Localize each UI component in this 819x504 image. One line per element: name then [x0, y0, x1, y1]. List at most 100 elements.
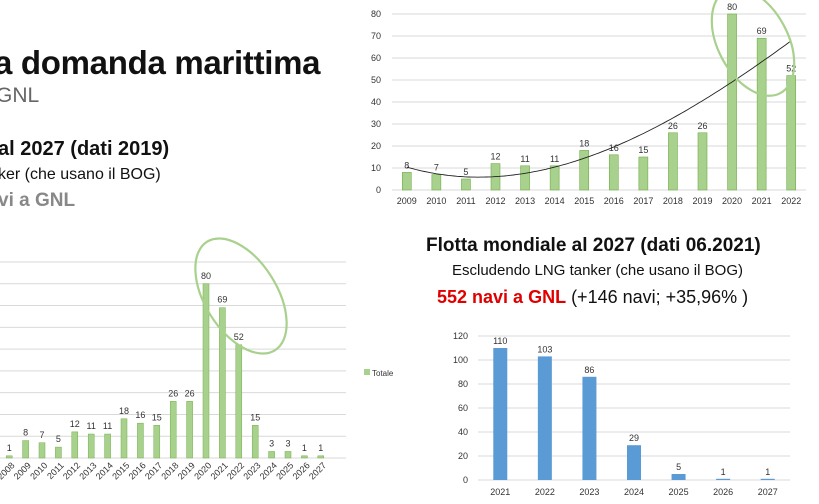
bar	[727, 13, 737, 191]
right-heading: Flotta mondiale al 2027 (dati 06.2021)	[426, 235, 761, 256]
bar	[537, 356, 552, 480]
x-tick-label: 2022	[225, 460, 246, 481]
x-tick-label: 2015	[110, 460, 131, 481]
bar	[756, 37, 767, 191]
y-tick-label: 20	[371, 141, 381, 151]
bar	[760, 478, 775, 480]
bar	[251, 425, 259, 459]
bar	[55, 446, 62, 459]
bar	[268, 451, 275, 459]
bar	[668, 132, 678, 191]
bar	[202, 283, 210, 459]
data-label: 7	[39, 430, 44, 440]
y-tick-label: 80	[371, 9, 381, 19]
x-tick-label: 2011	[45, 460, 66, 481]
x-tick-label: 2017	[633, 196, 653, 206]
bar	[186, 401, 193, 459]
bar	[493, 348, 508, 480]
data-label: 80	[727, 2, 737, 12]
data-label: 1	[765, 467, 770, 477]
data-label: 1	[318, 443, 323, 453]
data-label: 69	[757, 26, 767, 36]
highlight-ellipse	[710, 0, 796, 97]
data-label: 12	[70, 419, 80, 429]
data-label: 18	[579, 138, 589, 148]
y-tick-label: 30	[371, 119, 381, 129]
slide-subtitle: GNL	[0, 84, 40, 107]
data-label: 26	[168, 388, 178, 398]
bar	[431, 174, 442, 191]
x-tick-label: 2027	[758, 487, 778, 497]
x-tick-label: 2025	[274, 460, 295, 481]
x-tick-label: 2009	[12, 460, 33, 481]
y-tick-label: 40	[458, 427, 468, 437]
bar	[716, 478, 731, 480]
bar	[284, 451, 292, 459]
y-tick-label: 50	[371, 75, 381, 85]
x-tick-label: 2020	[722, 196, 742, 206]
bar	[219, 307, 226, 459]
data-label: 1	[302, 443, 307, 453]
y-tick-label: 40	[371, 97, 381, 107]
legend-swatch	[364, 369, 370, 375]
y-tick-label: 0	[376, 185, 381, 195]
y-tick-label: 100	[453, 355, 468, 365]
x-tick-label: 2012	[61, 460, 82, 481]
data-label: 29	[629, 433, 639, 443]
data-label: 1	[7, 443, 12, 453]
y-tick-label: 60	[371, 53, 381, 63]
data-label: 52	[234, 332, 244, 342]
data-label: 26	[697, 121, 707, 131]
data-label: 103	[537, 344, 552, 354]
bar	[22, 440, 29, 459]
data-label: 3	[269, 438, 274, 448]
bar	[5, 455, 13, 459]
right-delta: (+146 navi; +35,96% )	[566, 287, 749, 307]
data-label: 110	[493, 336, 507, 346]
x-tick-label: 2011	[456, 196, 475, 206]
data-label: 5	[463, 167, 468, 177]
x-tick-label: 2027	[307, 460, 328, 481]
x-tick-label: 2023	[579, 487, 599, 497]
x-tick-label: 2014	[545, 196, 565, 206]
bar	[104, 433, 111, 459]
data-label: 16	[609, 143, 619, 153]
bar	[235, 344, 243, 459]
bar	[87, 433, 95, 459]
bar	[461, 178, 471, 191]
x-tick-label: 2021	[209, 460, 230, 481]
data-label: 26	[185, 388, 195, 398]
data-label: 8	[23, 428, 28, 438]
data-label: 11	[87, 421, 96, 431]
x-tick-label: 2013	[77, 460, 98, 481]
y-tick-label: 10	[371, 163, 381, 173]
bar	[520, 165, 530, 191]
x-tick-label: 2022	[781, 196, 801, 206]
highlight-ellipse	[194, 237, 288, 355]
x-tick-label: 2017	[143, 460, 164, 481]
x-tick-label: 2015	[574, 196, 594, 206]
x-tick-label: 2021	[752, 196, 772, 206]
x-tick-label: 2013	[515, 196, 535, 206]
right-count: 552 navi a GNL	[437, 287, 567, 307]
bar	[627, 445, 641, 480]
bar	[401, 172, 412, 191]
data-label: 3	[285, 438, 290, 448]
left-count: vi a GNL	[0, 190, 76, 211]
right-subheading: Escludendo LNG tanker (che usano il BOG)	[452, 262, 743, 279]
bar	[169, 401, 177, 459]
y-tick-label: 20	[458, 451, 468, 461]
data-label: 52	[786, 64, 796, 74]
x-tick-label: 2012	[485, 196, 505, 206]
x-tick-label: 2014	[94, 460, 115, 481]
x-tick-label: 2016	[127, 460, 148, 481]
data-label: 8	[404, 160, 409, 170]
data-label: 11	[550, 154, 559, 164]
y-tick-label: 60	[458, 403, 468, 413]
bar	[786, 75, 797, 191]
x-tick-label: 2026	[713, 487, 733, 497]
y-tick-label: 120	[453, 331, 468, 341]
x-tick-label: 2024	[258, 460, 279, 481]
left-subheading: ker (che usano il BOG)	[0, 166, 161, 183]
